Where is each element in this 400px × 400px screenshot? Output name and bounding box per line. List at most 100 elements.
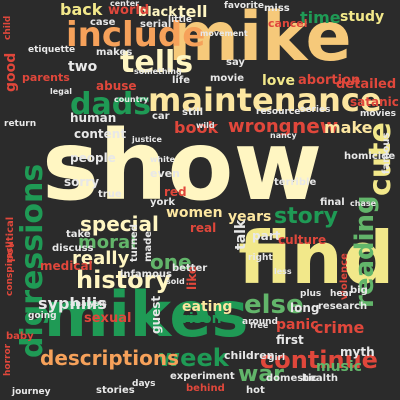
word-dads: dads — [70, 87, 152, 122]
word-good: good — [3, 52, 19, 92]
word-free: free — [250, 321, 269, 330]
word-homicide: homicide — [344, 151, 396, 162]
word-continue: continue — [260, 346, 378, 374]
word-infamous: infamous — [120, 269, 173, 280]
word-case: case — [90, 17, 116, 28]
word-final: final — [320, 197, 345, 208]
word-white: white — [150, 155, 176, 164]
word-conspiracy: conspiracy — [5, 241, 15, 296]
word-research: research — [318, 301, 368, 312]
word-abortion: abortion — [298, 73, 361, 88]
word-discuss: discuss — [52, 243, 94, 254]
word-culture: culture — [278, 233, 327, 247]
word-less: less — [274, 267, 292, 276]
word-better: better — [172, 263, 208, 274]
word-real: real — [190, 221, 217, 235]
word-health: health — [302, 373, 338, 384]
word-famous: famous — [381, 132, 392, 174]
word-movies: movies — [360, 109, 396, 119]
word-made: made — [143, 230, 154, 262]
word-still: still — [182, 107, 204, 118]
word-content: content — [74, 127, 127, 141]
word-journey: journey — [12, 387, 51, 397]
word-study: study — [340, 9, 385, 25]
word-descriptions: descriptions — [40, 346, 179, 370]
word-prison: prison — [172, 311, 222, 327]
word-medical: medical — [40, 259, 93, 273]
word-going: going — [28, 311, 57, 321]
word-world: world — [108, 3, 150, 18]
word-mikes: mikes — [44, 278, 249, 351]
word-legal: legal — [50, 87, 73, 96]
word-baby: baby — [6, 331, 34, 342]
word-days: days — [132, 379, 156, 389]
word-long: long — [290, 301, 320, 315]
word-new: new — [292, 114, 339, 138]
word-panic: panic — [276, 317, 319, 333]
word-child: child — [3, 15, 13, 40]
word-first: first — [276, 333, 304, 347]
word-show: show — [42, 110, 323, 222]
word-eating: eating — [182, 299, 233, 315]
word-time: time — [300, 8, 341, 27]
word-something: something — [134, 67, 182, 76]
word-week: week — [158, 344, 229, 372]
word-special: special — [80, 212, 159, 236]
word-cancel: cancel — [268, 17, 308, 30]
word-country: country — [114, 95, 149, 104]
word-life: life — [172, 75, 190, 86]
word-hot: hot — [246, 385, 265, 396]
word-sexual: sexual — [84, 311, 132, 326]
word-chase: chase — [350, 199, 377, 208]
word-series: series — [300, 105, 331, 115]
word-two: two — [68, 59, 98, 75]
word-miss: miss — [264, 3, 290, 14]
word-part: part — [252, 229, 281, 243]
word-say: say — [226, 57, 245, 68]
word-true: true — [98, 189, 122, 200]
word-movie: movie — [210, 73, 245, 84]
word-really: really — [72, 248, 130, 269]
word-wrong: wrong — [228, 116, 292, 137]
word-return: return — [4, 119, 37, 129]
word-satanic: satanic — [350, 95, 399, 109]
word-justice: justice — [132, 135, 162, 144]
word-favorite: favorite — [224, 1, 264, 11]
word-history: history — [76, 266, 172, 294]
word-women: women — [166, 205, 223, 221]
word-sold: sold — [166, 277, 185, 286]
word-domestic: domestic — [266, 373, 318, 384]
word-take: take — [66, 229, 91, 240]
word-big: big — [350, 285, 368, 296]
word-experiment: experiment — [170, 371, 235, 382]
word-etiquette: etiquette — [28, 45, 76, 55]
word-red: red — [164, 185, 187, 199]
word-hear: hear — [330, 289, 354, 299]
word-black: black — [138, 5, 177, 20]
word-sorry: sorry — [64, 175, 100, 189]
word-tells: tells — [120, 45, 194, 80]
word-crime: crime — [314, 318, 365, 337]
word-syphilis: syphilis — [38, 294, 107, 313]
word-people: people — [70, 151, 116, 165]
word-stories: stories — [96, 385, 135, 396]
word-find: find — [238, 216, 395, 300]
word-children: children — [224, 349, 275, 362]
word-terrible: terrible — [274, 177, 317, 188]
word-horror: horror — [3, 343, 13, 376]
word-maintenance: maintenance — [148, 81, 382, 119]
word-makes: makes — [96, 47, 133, 58]
word-moral: moral — [78, 232, 137, 253]
word-guest: guest — [149, 295, 163, 334]
word-music: music — [316, 359, 362, 375]
word-york: york — [150, 197, 175, 208]
word-car: car — [152, 111, 170, 122]
word-behind: behind — [186, 383, 225, 394]
word-center: center — [110, 0, 140, 8]
word-abuse: abuse — [96, 79, 137, 93]
word-resource: resource — [256, 107, 301, 117]
word-include: include — [66, 15, 206, 55]
word-book: book — [174, 118, 219, 137]
word-detailed: detailed — [336, 77, 397, 92]
